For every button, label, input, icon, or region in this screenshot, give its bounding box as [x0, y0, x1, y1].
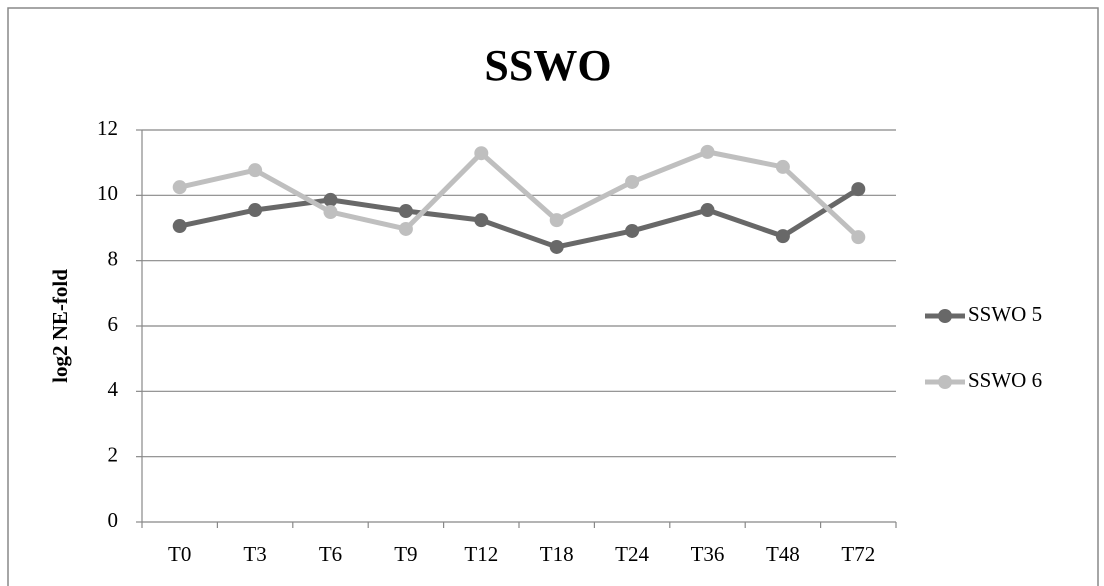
- x-tick-label: T0: [168, 542, 191, 566]
- point: [172, 219, 187, 234]
- legend-label: SSWO 5: [968, 302, 1042, 326]
- y-tick-label: 2: [108, 442, 119, 466]
- point: [323, 204, 338, 219]
- x-tick-label: T18: [540, 542, 574, 566]
- x-tick-label: T9: [394, 542, 417, 566]
- y-tick-label: 10: [97, 181, 118, 205]
- y-tick-label: 4: [108, 377, 119, 401]
- x-tick-label: T12: [464, 542, 498, 566]
- point: [700, 203, 715, 218]
- x-tick-label: T6: [319, 542, 342, 566]
- point: [398, 221, 413, 236]
- point: [851, 230, 866, 245]
- point: [474, 146, 489, 161]
- point: [474, 213, 489, 228]
- point: [775, 229, 790, 244]
- series-line: [179, 149, 861, 239]
- point: [549, 213, 564, 228]
- x-tick-label: T36: [691, 542, 725, 566]
- y-tick-label: 8: [108, 246, 119, 270]
- y-axis-label: log2 NE-fold: [48, 269, 72, 383]
- point: [549, 239, 564, 254]
- x-tick-label: T72: [841, 542, 875, 566]
- series-line: [179, 187, 860, 250]
- chart-frame: [7, 7, 1099, 586]
- legend-label: SSWO 6: [968, 368, 1042, 392]
- chart-title: SSWO: [484, 41, 611, 90]
- x-tick-label: T3: [243, 542, 266, 566]
- point: [700, 144, 715, 159]
- legend-marker: [938, 375, 952, 389]
- point: [248, 203, 263, 218]
- point: [398, 204, 413, 219]
- y-tick-label: 12: [97, 116, 118, 140]
- x-tick-label: T48: [766, 542, 800, 566]
- legend-marker: [938, 309, 952, 323]
- point: [248, 163, 263, 178]
- y-tick-label: 6: [108, 312, 119, 336]
- point: [172, 180, 187, 195]
- point: [625, 174, 640, 189]
- y-tick-label: 0: [108, 508, 119, 532]
- point: [775, 159, 790, 174]
- point: [625, 223, 640, 238]
- point: [323, 192, 338, 207]
- point: [851, 182, 866, 197]
- x-tick-label: T24: [615, 542, 649, 566]
